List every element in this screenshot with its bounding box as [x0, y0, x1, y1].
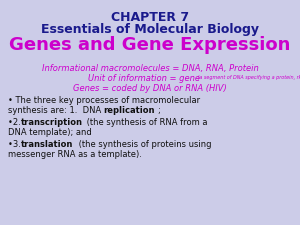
Text: replication: replication	[103, 106, 154, 115]
Text: synthesis are: 1.  DNA: synthesis are: 1. DNA	[8, 106, 104, 115]
Text: •2.: •2.	[8, 118, 23, 127]
Text: (the synthesis of RNA from a: (the synthesis of RNA from a	[84, 118, 208, 127]
Text: ;: ;	[157, 106, 160, 115]
Text: Informational macromolecules = DNA, RNA, Protein: Informational macromolecules = DNA, RNA,…	[42, 64, 258, 73]
Text: (the synthesis of proteins using: (the synthesis of proteins using	[76, 140, 212, 149]
Text: Essentials of Molecular Biology: Essentials of Molecular Biology	[41, 23, 259, 36]
Text: messenger RNA as a template).: messenger RNA as a template).	[8, 150, 142, 159]
Text: Genes = coded by DNA or RNA (HIV): Genes = coded by DNA or RNA (HIV)	[73, 84, 227, 93]
Text: translation: translation	[21, 140, 74, 149]
Text: • The three key processes of macromolecular: • The three key processes of macromolecu…	[8, 96, 200, 105]
Text: transcription: transcription	[21, 118, 83, 127]
Text: DNA template); and: DNA template); and	[8, 128, 92, 137]
Text: (a segment of DNA specifying a protein, rRNA or tRNA): (a segment of DNA specifying a protein, …	[196, 74, 300, 79]
Text: Genes and Gene Expression: Genes and Gene Expression	[9, 36, 291, 54]
Text: Unit of information = gene: Unit of information = gene	[88, 74, 200, 83]
Text: •3.: •3.	[8, 140, 23, 149]
Text: CHAPTER 7: CHAPTER 7	[111, 11, 189, 24]
